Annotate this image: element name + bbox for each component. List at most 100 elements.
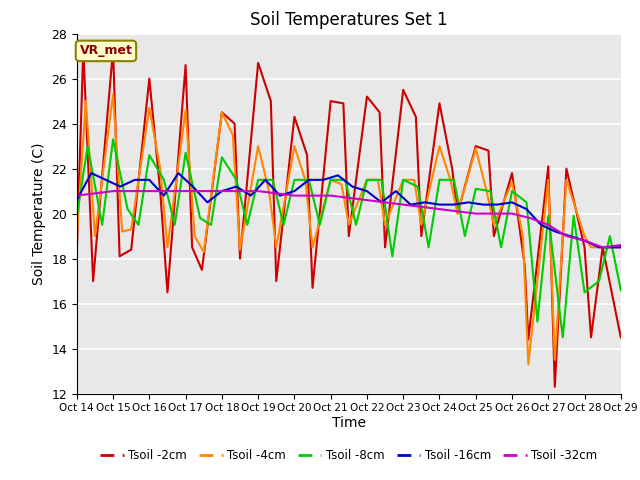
- Tsoil -4cm: [338, 181, 346, 187]
- Tsoil -4cm: [145, 105, 153, 111]
- Tsoil -8cm: [145, 152, 153, 158]
- Tsoil -32cm: [218, 188, 226, 194]
- Tsoil -2cm: [436, 100, 444, 106]
- Tsoil -8cm: [450, 177, 458, 183]
- Tsoil -2cm: [254, 60, 262, 66]
- Tsoil -16cm: [537, 222, 545, 228]
- Tsoil -4cm: [399, 177, 407, 183]
- Tsoil -4cm: [156, 166, 164, 171]
- Tsoil -8cm: [124, 206, 131, 212]
- Tsoil -16cm: [131, 177, 139, 183]
- Tsoil -2cm: [490, 233, 498, 239]
- Tsoil -2cm: [127, 247, 135, 252]
- Tsoil -8cm: [109, 136, 117, 142]
- Tsoil -4cm: [363, 177, 371, 183]
- Tsoil -4cm: [490, 222, 498, 228]
- Tsoil -2cm: [327, 98, 335, 104]
- Tsoil -8cm: [388, 253, 396, 259]
- Tsoil -16cm: [392, 188, 400, 194]
- Tsoil -8cm: [606, 233, 614, 239]
- Tsoil -16cm: [523, 206, 531, 212]
- Tsoil -8cm: [363, 177, 371, 183]
- Tsoil -2cm: [399, 87, 407, 93]
- Tsoil -32cm: [472, 211, 479, 216]
- Tsoil -32cm: [580, 238, 588, 243]
- Tsoil -4cm: [91, 233, 99, 239]
- Tsoil -4cm: [551, 357, 559, 363]
- Tsoil -8cm: [378, 177, 385, 183]
- Tsoil -2cm: [90, 278, 97, 284]
- Tsoil -2cm: [303, 152, 311, 158]
- Tsoil -2cm: [273, 278, 280, 284]
- Tsoil -4cm: [580, 233, 588, 239]
- Tsoil -16cm: [334, 172, 342, 178]
- Tsoil -2cm: [617, 335, 625, 340]
- Tsoil -8cm: [196, 215, 204, 221]
- Tsoil -2cm: [145, 76, 153, 82]
- Tsoil -32cm: [563, 233, 570, 239]
- Tsoil -2cm: [545, 164, 552, 169]
- Tsoil -4cm: [301, 177, 309, 183]
- Tsoil -4cm: [118, 228, 126, 234]
- Tsoil -2cm: [363, 94, 371, 99]
- Tsoil -32cm: [327, 192, 335, 199]
- Tsoil -32cm: [508, 211, 516, 216]
- Tsoil -16cm: [363, 188, 371, 194]
- Tsoil -2cm: [484, 148, 492, 154]
- Tsoil -16cm: [617, 244, 625, 250]
- Tsoil -16cm: [232, 184, 240, 190]
- Tsoil -16cm: [218, 188, 226, 194]
- Tsoil -16cm: [378, 200, 385, 205]
- Tsoil -8cm: [218, 155, 226, 160]
- Tsoil -4cm: [483, 188, 490, 194]
- Tsoil -4cm: [291, 143, 298, 149]
- Tsoil -8cm: [280, 222, 287, 228]
- Title: Soil Temperatures Set 1: Soil Temperatures Set 1: [250, 11, 447, 29]
- Tsoil -16cm: [262, 177, 269, 183]
- Tsoil -4cm: [164, 244, 172, 250]
- Tsoil -16cm: [102, 177, 109, 183]
- Tsoil -2cm: [308, 285, 316, 291]
- Tsoil -4cm: [273, 244, 280, 250]
- Tsoil -8cm: [545, 213, 552, 219]
- Tsoil -8cm: [73, 213, 81, 219]
- Tsoil -32cm: [291, 192, 298, 199]
- Tsoil -4cm: [236, 247, 244, 252]
- Tsoil -32cm: [399, 202, 407, 207]
- Tsoil -32cm: [599, 244, 607, 250]
- Tsoil -4cm: [617, 244, 625, 250]
- Tsoil -32cm: [73, 192, 81, 199]
- Tsoil -2cm: [417, 233, 425, 239]
- Tsoil -32cm: [545, 222, 552, 228]
- Tsoil -16cm: [552, 228, 559, 234]
- Tsoil -8cm: [399, 177, 407, 183]
- Tsoil -16cm: [580, 238, 588, 243]
- Tsoil -2cm: [381, 244, 389, 250]
- Tsoil -16cm: [276, 192, 284, 199]
- Tsoil -16cm: [88, 170, 95, 176]
- Tsoil -32cm: [617, 242, 625, 248]
- Tsoil -16cm: [189, 184, 196, 190]
- Tsoil -8cm: [160, 177, 168, 183]
- Tsoil -4cm: [588, 244, 595, 250]
- Tsoil -2cm: [156, 188, 164, 194]
- Tsoil -4cm: [508, 179, 516, 185]
- Tsoil -4cm: [417, 222, 425, 228]
- Tsoil -4cm: [308, 244, 316, 250]
- Tsoil -8cm: [316, 222, 324, 228]
- Line: Tsoil -4cm: Tsoil -4cm: [77, 95, 621, 364]
- Tsoil -16cm: [247, 192, 255, 199]
- Tsoil -16cm: [175, 170, 182, 176]
- Tsoil -2cm: [182, 62, 189, 68]
- Tsoil -2cm: [198, 267, 206, 273]
- Tsoil -16cm: [508, 200, 516, 205]
- Tsoil -16cm: [436, 202, 444, 207]
- Tsoil -8cm: [254, 177, 262, 183]
- Tsoil -8cm: [84, 143, 92, 149]
- Tsoil -2cm: [472, 143, 479, 149]
- Tsoil -8cm: [570, 213, 577, 219]
- Tsoil -4cm: [191, 233, 198, 239]
- Tsoil -2cm: [218, 109, 226, 115]
- Tsoil -16cm: [566, 233, 574, 239]
- Line: Tsoil -16cm: Tsoil -16cm: [77, 173, 621, 247]
